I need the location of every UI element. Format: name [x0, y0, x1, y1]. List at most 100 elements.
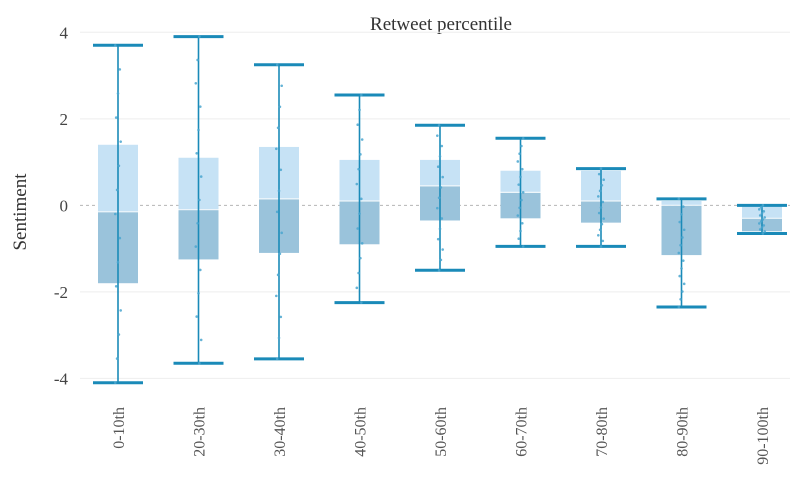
data-point — [355, 286, 359, 290]
data-point — [680, 267, 683, 270]
data-point — [677, 251, 681, 255]
data-point — [436, 206, 439, 210]
data-point — [355, 182, 359, 186]
box-30-40th — [254, 63, 304, 361]
box-20-30th — [173, 35, 224, 365]
data-point — [763, 230, 766, 233]
box-80-90th — [656, 197, 707, 309]
data-point — [681, 236, 684, 239]
x-tick-label: 20-30th — [192, 407, 209, 457]
data-point — [198, 198, 201, 202]
data-point — [114, 116, 118, 119]
data-point — [600, 222, 604, 226]
data-point — [761, 204, 765, 207]
data-point — [115, 357, 119, 360]
data-point — [280, 231, 284, 235]
data-point — [440, 144, 444, 148]
data-point — [196, 58, 199, 62]
data-point — [195, 151, 198, 155]
data-point — [760, 226, 764, 229]
data-point — [761, 218, 765, 221]
data-point — [199, 105, 202, 108]
data-point — [436, 165, 440, 169]
data-point — [199, 268, 202, 272]
box-90-100th — [737, 203, 787, 235]
data-point — [436, 134, 439, 137]
data-point — [760, 212, 764, 215]
data-point — [360, 242, 364, 245]
data-point — [115, 188, 119, 192]
data-point — [277, 336, 281, 340]
data-point — [762, 210, 766, 213]
data-point — [758, 208, 761, 211]
data-point — [678, 274, 681, 278]
data-point — [520, 144, 523, 148]
data-point — [597, 234, 600, 237]
data-point — [119, 140, 122, 143]
x-tick-label: 40-50th — [353, 407, 370, 457]
data-point — [601, 239, 605, 243]
data-point — [679, 243, 682, 247]
data-point — [280, 84, 284, 88]
data-point — [116, 92, 120, 95]
data-point — [117, 164, 121, 168]
data-point — [199, 338, 203, 342]
data-point — [114, 43, 117, 47]
data-point — [519, 229, 522, 233]
data-point — [517, 183, 520, 186]
data-point — [356, 227, 360, 230]
y-tick-label: -4 — [54, 369, 69, 388]
data-point — [521, 167, 524, 171]
data-point — [519, 175, 522, 179]
data-point — [359, 256, 362, 260]
data-point — [196, 221, 199, 225]
data-point — [682, 228, 686, 232]
data-point — [360, 301, 363, 304]
data-point — [438, 155, 442, 158]
data-point — [116, 260, 120, 264]
data-point — [441, 248, 445, 251]
data-point — [516, 160, 520, 163]
data-point — [602, 217, 605, 220]
data-point — [360, 138, 364, 141]
data-point — [437, 124, 441, 127]
data-point — [275, 147, 278, 151]
data-point — [114, 284, 118, 288]
y-axis-label: Sentiment — [10, 173, 31, 251]
x-axis-ticks: 0-10th 20-30th 30-40th 40-50th 50-60th 60-70t… — [111, 407, 772, 465]
data-point — [518, 152, 521, 156]
data-point — [279, 315, 283, 319]
data-point — [598, 189, 602, 193]
data-point — [275, 294, 278, 298]
data-point — [597, 195, 600, 198]
data-point — [118, 236, 122, 240]
data-point — [276, 273, 280, 277]
data-point — [521, 221, 524, 225]
data-point — [437, 196, 441, 200]
data-point — [518, 206, 521, 210]
data-point — [597, 172, 601, 176]
data-point — [758, 214, 762, 217]
data-point — [761, 232, 765, 235]
data-point — [759, 220, 763, 223]
y-axis-ticks: 4 2 0 -2 -4 — [54, 23, 69, 388]
chart-title: Retweet percentile — [370, 14, 512, 35]
data-point — [682, 205, 685, 208]
data-point — [597, 211, 601, 215]
data-point — [680, 212, 683, 216]
y-tick-label: -2 — [54, 283, 68, 302]
data-point — [682, 282, 686, 286]
data-point — [598, 228, 602, 232]
data-point — [521, 245, 525, 248]
data-point — [194, 81, 198, 85]
data-point — [197, 128, 200, 132]
data-point — [599, 206, 603, 209]
data-point — [517, 237, 520, 241]
data-point — [758, 222, 761, 225]
data-point — [521, 191, 525, 194]
data-point — [599, 167, 603, 170]
x-tick-label: 70-80th — [594, 407, 611, 457]
data-point — [602, 178, 605, 181]
box-0-10th — [93, 43, 143, 385]
data-point — [762, 224, 766, 227]
